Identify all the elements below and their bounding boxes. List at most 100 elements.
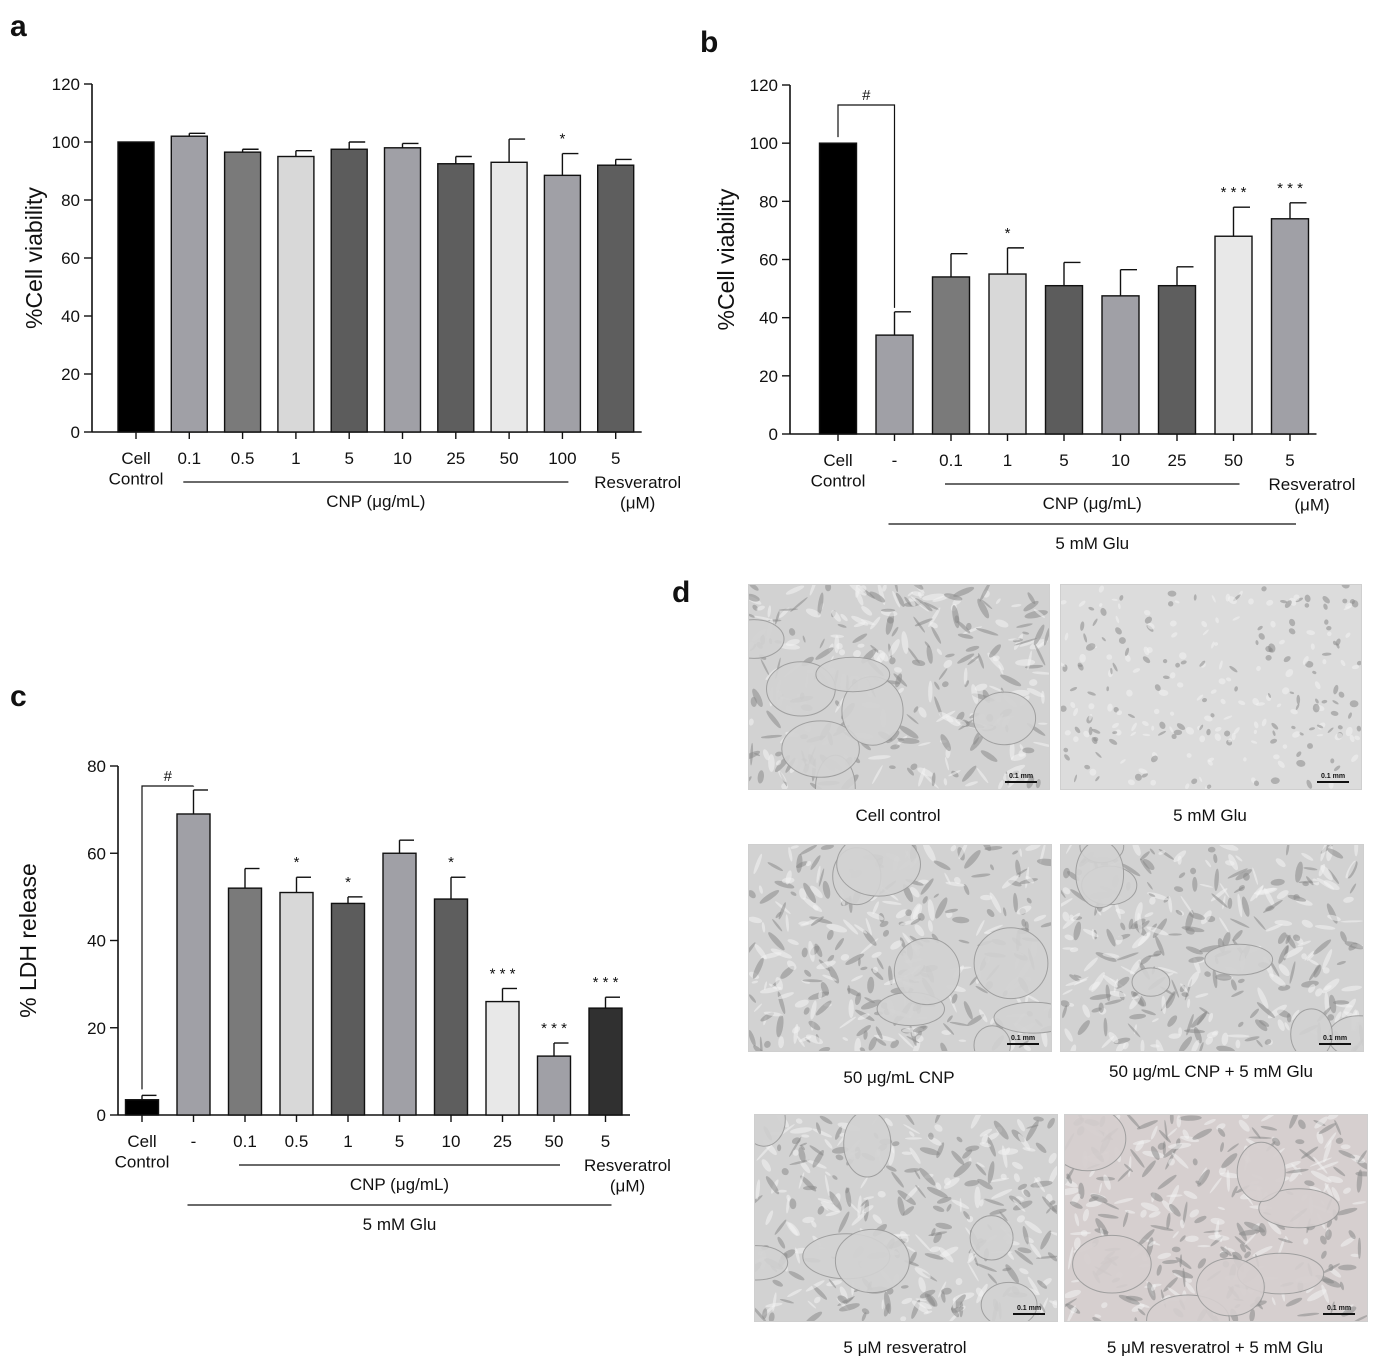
significance-b-3: * [1005, 225, 1011, 242]
bar-b-1 [875, 334, 914, 435]
x-tick-label-a-2: 0.5 [231, 449, 255, 468]
significance-bracket-c [141, 785, 195, 1090]
y-tick-label-b: 0 [769, 425, 778, 444]
x-tick-label-b-5: 10 [1111, 451, 1130, 470]
x-tick-label-a-1: 0.1 [177, 449, 201, 468]
y-tick-label-c: 20 [87, 1019, 106, 1038]
bar-c-9 [588, 1007, 623, 1116]
y-tick-label-c: 40 [87, 932, 106, 951]
bar-c-5 [382, 852, 417, 1116]
scale-bar: 0.1 mm [1323, 1305, 1355, 1315]
micrograph-caption-1: 5 mM Glu [1173, 806, 1247, 825]
bar-c-4 [330, 902, 366, 1116]
group-label-a-0: CNP (μg/mL) [326, 492, 425, 511]
y-axis-label-b: %Cell viability [713, 188, 739, 330]
y-tick-label-a: 0 [71, 423, 80, 442]
significance-c-9: * * * [593, 974, 619, 991]
micrograph-1: 0.1 mm [1060, 584, 1362, 790]
micrograph-2: 0.1 mm [748, 844, 1052, 1052]
x-tick-label-b-4: 5 [1059, 451, 1068, 470]
resveratrol-label-c: Resveratrol (μM) [584, 1156, 671, 1195]
cell-texture-3 [1061, 845, 1363, 1051]
x-tick-label-a-0: Cell Control [109, 449, 164, 488]
y-tick-label-a: 60 [61, 249, 80, 268]
panel-letter-d: d [672, 576, 691, 609]
x-tick-label-b-7: 50 [1224, 451, 1243, 470]
x-tick-label-b-3: 1 [1003, 451, 1012, 470]
cell-texture-2 [749, 845, 1051, 1051]
scale-bar-line [1005, 781, 1037, 783]
scale-bar: 0.1 mm [1007, 1035, 1039, 1045]
bar-c-7 [485, 1000, 520, 1116]
micrograph-caption-3: 50 μg/mL CNP + 5 mM Glu [1109, 1062, 1313, 1081]
y-tick-label-c: 80 [87, 757, 106, 776]
y-tick-label-b: 40 [759, 309, 778, 328]
bar-c-3 [279, 891, 314, 1116]
scale-bar-label: 0.1 mm [1326, 1305, 1352, 1312]
micrograph-4: 0.1 mm [754, 1114, 1058, 1322]
cell-texture-1 [1061, 585, 1361, 789]
cell-texture-4 [755, 1115, 1057, 1321]
significance-b-7: * * * [1221, 184, 1247, 201]
scale-bar-label: 0.1 mm [1322, 1035, 1348, 1042]
bar-a-9 [597, 164, 635, 433]
scale-bar-line [1317, 781, 1349, 783]
y-tick-label-a: 120 [52, 75, 80, 94]
micrograph-caption-2: 50 μg/mL CNP [843, 1068, 955, 1087]
x-tick-label-b-8: 5 [1285, 451, 1294, 470]
group-label-c-1: 5 mM Glu [363, 1215, 437, 1234]
x-tick-label-a-3: 1 [291, 449, 300, 468]
bar-b-7 [1214, 235, 1253, 435]
y-tick-label-c: 60 [87, 844, 106, 863]
bar-b-0 [818, 142, 858, 435]
bar-a-5 [383, 147, 422, 433]
y-tick-label-a: 100 [52, 133, 80, 152]
resveratrol-label-a: Resveratrol (μM) [594, 473, 681, 512]
y-axis-label-a: %Cell viability [21, 187, 47, 329]
micrograph-caption-4: 5 μM resveratrol [843, 1338, 967, 1357]
x-tick-label-c-9: 5 [601, 1132, 610, 1151]
y-tick-label-c: 0 [97, 1106, 106, 1125]
micrograph-5: 0.1 mm [1064, 1114, 1368, 1322]
scale-bar: 0.1 mm [1319, 1035, 1351, 1045]
significance-c-7: * * * [490, 965, 516, 982]
x-tick-label-c-3: 0.5 [285, 1132, 309, 1151]
bracket-label-c: # [164, 768, 173, 785]
y-tick-label-a: 80 [61, 191, 80, 210]
significance-c-6: * [448, 854, 454, 871]
scale-bar-label: 0.1 mm [1320, 773, 1346, 780]
significance-c-3: * [294, 854, 300, 871]
x-tick-label-a-5: 10 [393, 449, 412, 468]
bar-c-0 [124, 1099, 160, 1116]
significance-b-8: * * * [1277, 180, 1303, 197]
x-tick-label-a-9: 5 [611, 449, 620, 468]
x-tick-label-b-6: 25 [1168, 451, 1187, 470]
x-tick-label-c-8: 50 [545, 1132, 564, 1151]
group-label-b-0: CNP (μg/mL) [1043, 494, 1142, 513]
x-tick-label-a-8: 100 [548, 449, 576, 468]
scale-bar-line [1319, 1043, 1351, 1045]
x-tick-label-b-2: 0.1 [939, 451, 963, 470]
x-tick-label-c-5: 5 [395, 1132, 404, 1151]
scale-bar: 0.1 mm [1317, 773, 1349, 783]
resveratrol-label-b: Resveratrol (μM) [1269, 475, 1356, 514]
y-tick-label-b: 100 [750, 134, 778, 153]
scale-bar-label: 0.1 mm [1016, 1305, 1042, 1312]
significance-a-8: * [559, 131, 565, 148]
panel-letter-b: b [700, 26, 719, 59]
bar-a-1 [170, 135, 209, 433]
x-tick-label-a-6: 25 [446, 449, 465, 468]
x-tick-label-b-0: Cell Control [811, 451, 866, 490]
scale-bar-line [1007, 1043, 1039, 1045]
bar-a-7 [490, 161, 528, 433]
x-tick-label-a-7: 50 [500, 449, 519, 468]
bar-b-2 [931, 276, 971, 435]
bar-c-6 [433, 898, 469, 1116]
x-tick-label-c-4: 1 [343, 1132, 352, 1151]
y-tick-label-a: 40 [61, 307, 80, 326]
y-tick-label-b: 120 [750, 76, 778, 95]
scale-bar: 0.1 mm [1013, 1305, 1045, 1315]
y-axis-label-c: % LDH release [15, 863, 41, 1018]
